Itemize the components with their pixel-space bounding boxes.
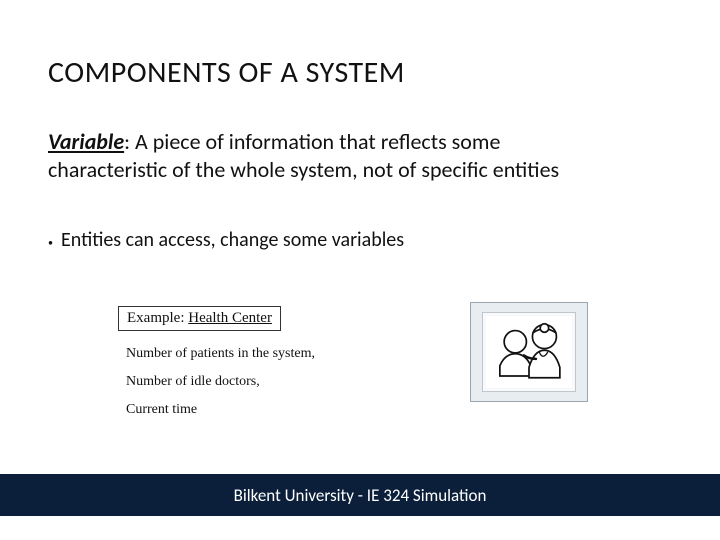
example-line: Number of patients in the system, — [126, 346, 315, 362]
slide: COMPONENTS OF A SYSTEM Variable: A piece… — [0, 0, 720, 540]
bullet-text: Entities can access, change some variabl… — [61, 228, 404, 252]
definition-term: Variable — [48, 128, 124, 155]
example-link-text: Health Center — [188, 310, 272, 326]
footer-text: Bilkent University - IE 324 Simulation — [234, 485, 487, 506]
footer-bar: Bilkent University - IE 324 Simulation — [0, 474, 720, 516]
bullet-list: • Entities can access, change some varia… — [48, 228, 608, 254]
slide-title: COMPONENTS OF A SYSTEM — [48, 54, 405, 91]
bullet-item: • Entities can access, change some varia… — [48, 228, 608, 254]
example-lines: Number of patients in the system, Number… — [126, 346, 315, 430]
illustration-inner — [482, 312, 576, 392]
bullet-dot-icon: • — [48, 232, 53, 254]
illustration-frame — [470, 302, 588, 402]
example-prefix: Example: — [127, 310, 188, 326]
example-line: Number of idle doctors, — [126, 374, 315, 390]
example-line: Current time — [126, 402, 315, 418]
definition-sep: : — [124, 128, 135, 155]
definition-paragraph: Variable: A piece of information that re… — [48, 128, 608, 183]
doctor-patient-icon — [486, 316, 572, 388]
example-box: Example: Health Center — [118, 306, 281, 331]
